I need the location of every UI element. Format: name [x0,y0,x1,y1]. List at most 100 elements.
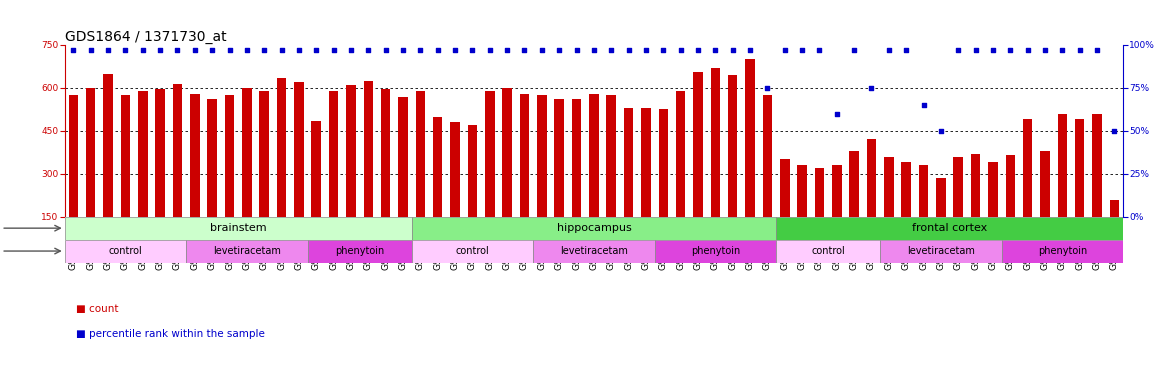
Point [1088,47,1107,53]
Point [289,47,308,53]
Bar [1005,155,1015,217]
Bar [186,240,308,262]
Point [689,47,708,53]
Bar [346,85,355,217]
Bar [676,91,686,217]
Bar [363,81,373,217]
Bar [65,217,412,240]
Bar [399,96,408,217]
Point [654,47,673,53]
Point [983,47,1002,53]
Point [515,47,534,53]
Bar [1075,119,1084,217]
Bar [623,108,634,217]
Point [759,85,777,91]
Point [862,85,881,91]
Bar [520,94,529,217]
Bar [329,91,339,217]
Text: GDS1864 / 1371730_at: GDS1864 / 1371730_at [65,30,226,44]
Bar [884,157,894,217]
Point [810,47,829,53]
Point [793,47,811,53]
Point [151,47,169,53]
Bar [867,140,876,217]
Bar [815,168,824,217]
Bar [242,88,252,217]
Bar [589,94,599,217]
Point [255,47,274,53]
Bar [880,240,1002,262]
Bar [412,240,533,262]
Point [602,47,621,53]
Point [307,47,326,53]
Bar [191,94,200,217]
Point [394,47,413,53]
Point [220,47,239,53]
Point [880,47,898,53]
Bar [988,162,997,217]
Bar [728,75,737,217]
Bar [260,91,269,217]
Point [64,47,82,53]
Text: hippocampus: hippocampus [556,223,632,233]
Text: control: control [108,246,142,256]
Point [636,47,655,53]
Text: brainstem: brainstem [209,223,267,233]
Text: levetiracetam: levetiracetam [907,246,975,256]
Point [410,47,429,53]
Bar [1002,240,1123,262]
Bar [971,154,981,217]
Text: phenytoin: phenytoin [335,246,385,256]
Point [168,47,187,53]
Point [81,47,100,53]
Bar [572,99,581,217]
Bar [412,217,776,240]
Point [1070,47,1089,53]
Bar [607,95,616,217]
Bar [1093,114,1102,217]
Text: frontal cortex: frontal cortex [911,223,987,233]
Point [828,111,847,117]
Point [376,47,395,53]
Bar [433,117,442,217]
Bar [1041,151,1050,217]
Text: control: control [455,246,489,256]
Bar [308,240,412,262]
Text: phenytoin: phenytoin [1037,246,1087,256]
Bar [381,89,390,217]
Bar [655,240,776,262]
Point [741,47,760,53]
Point [897,47,916,53]
Bar [173,84,182,217]
Bar [155,89,165,217]
Bar [762,95,773,217]
Bar [225,95,234,217]
Text: levetiracetam: levetiracetam [213,246,281,256]
Point [775,47,794,53]
Bar [415,91,426,217]
Point [186,47,205,53]
Point [967,47,985,53]
Text: control: control [811,246,846,256]
Point [99,47,118,53]
Point [341,47,360,53]
Bar [138,91,147,217]
Point [931,128,950,134]
Point [1053,47,1071,53]
Bar [312,121,321,217]
Point [428,47,447,53]
Bar [294,82,303,217]
Bar [1110,200,1120,217]
Bar [659,110,668,217]
Point [238,47,256,53]
Bar [276,78,286,217]
Point [497,47,516,53]
Bar [533,240,655,262]
Bar [103,74,113,217]
Text: levetiracetam: levetiracetam [560,246,628,256]
Bar [68,95,78,217]
Point [116,47,135,53]
Point [446,47,465,53]
Bar [776,217,1123,240]
Point [1001,47,1020,53]
